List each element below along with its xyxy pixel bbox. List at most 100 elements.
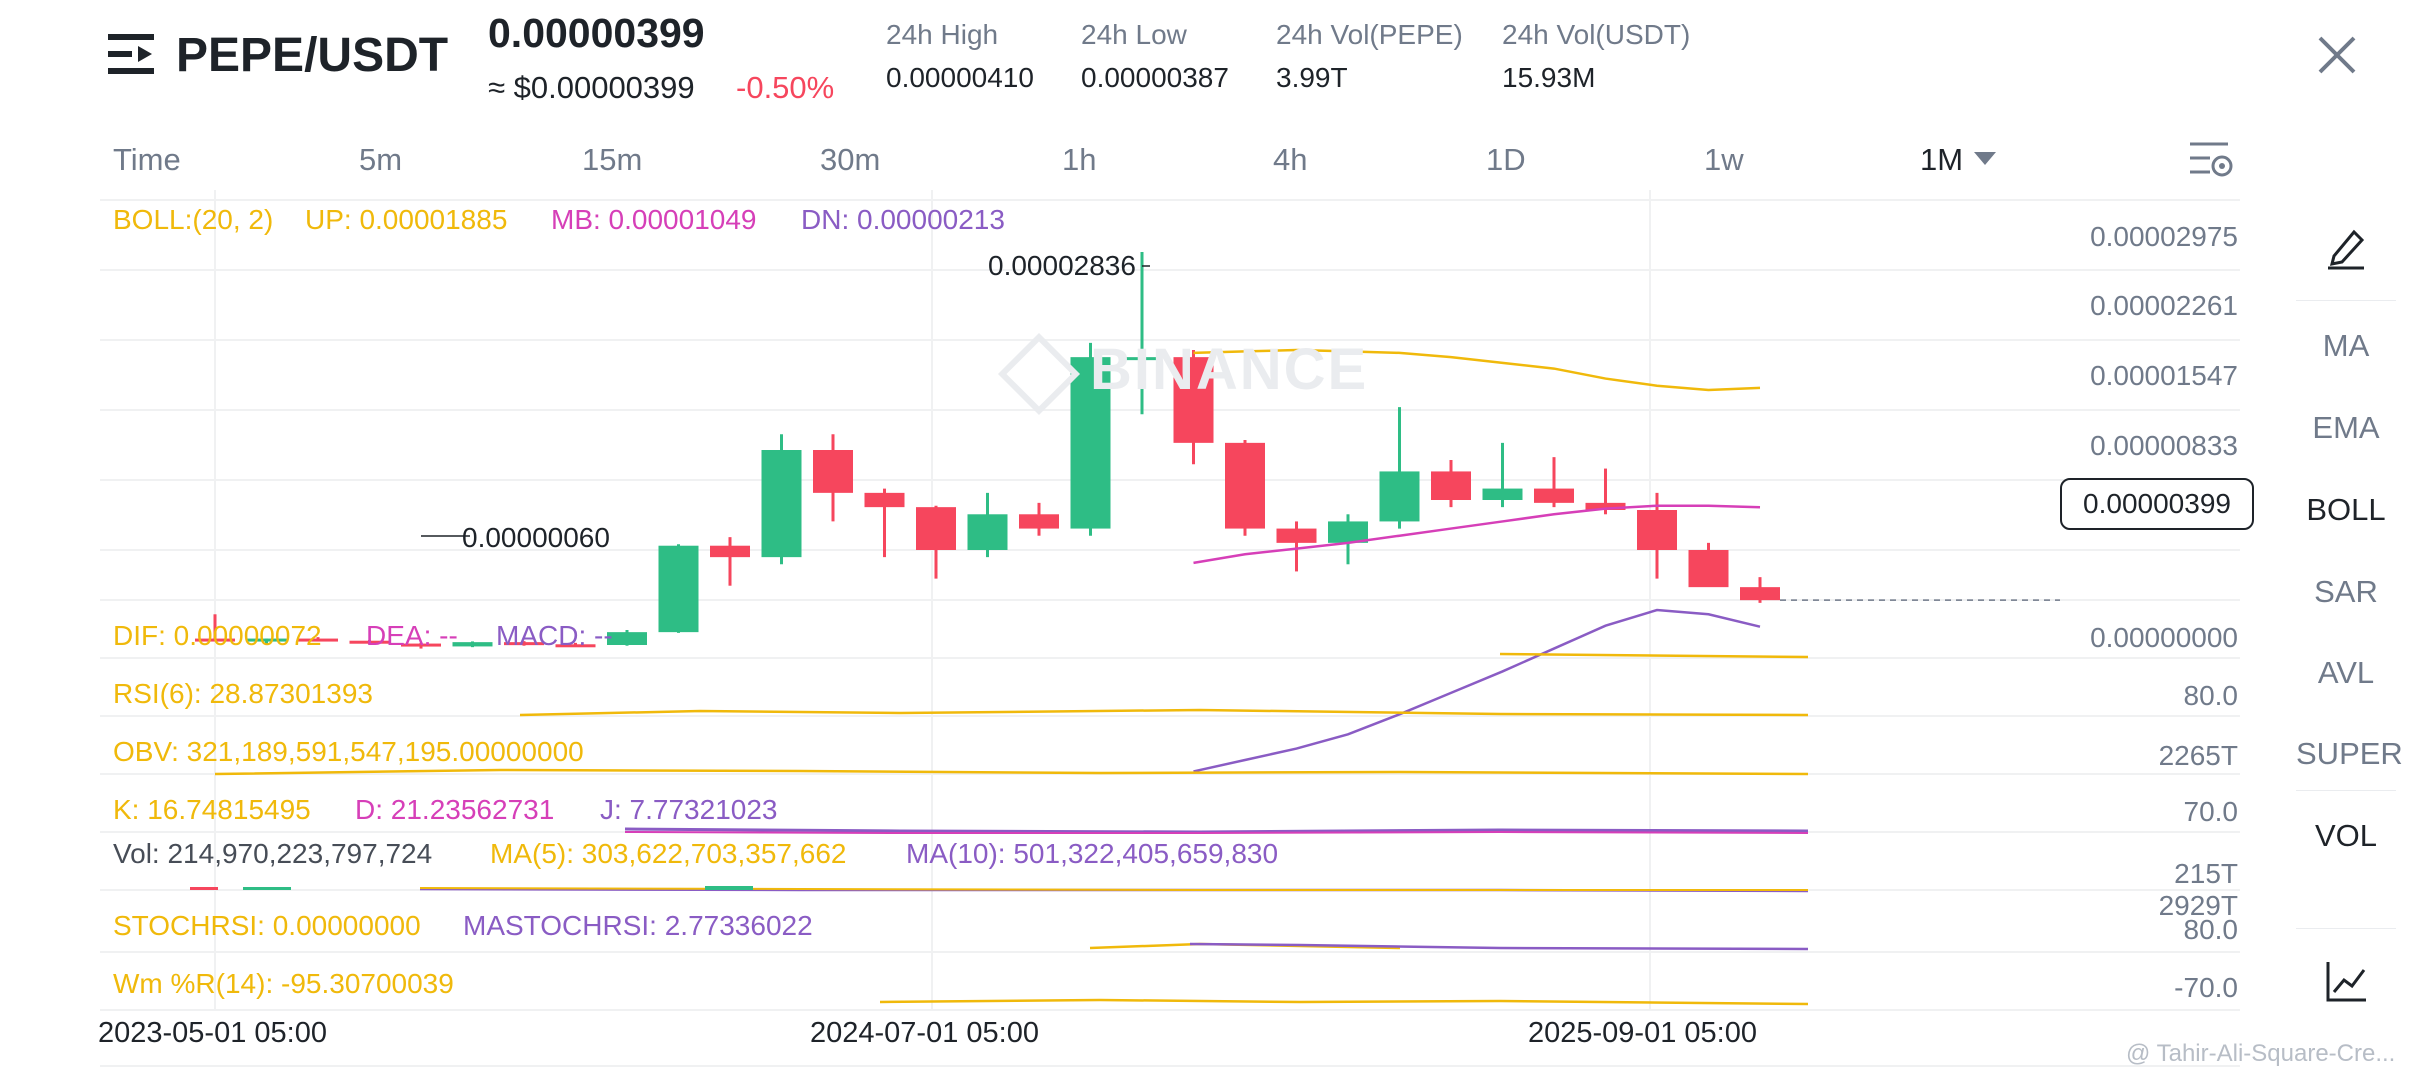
- price-axis-label: 0.00001547: [2090, 360, 2238, 391]
- usd-price: ≈ $0.00000399: [488, 70, 695, 105]
- candle-body: [1585, 502, 1626, 510]
- candle-body: [555, 644, 596, 648]
- volume-bar: [190, 887, 218, 890]
- side-boll[interactable]: BOLL: [2306, 492, 2386, 527]
- rsi-line: [519, 708, 1809, 717]
- candle-body: [1173, 357, 1214, 443]
- candle-body: [864, 492, 905, 508]
- candle-body: [1122, 357, 1162, 361]
- candle-body: [710, 545, 750, 558]
- draw-pen-icon[interactable]: [2326, 226, 2366, 270]
- close-icon[interactable]: [2314, 32, 2360, 78]
- boll-dn-line: [1193, 608, 1761, 773]
- side-divider: [2296, 300, 2396, 301]
- vol-axis-label: 215T: [2174, 858, 2238, 889]
- interval-time[interactable]: Time: [113, 142, 181, 177]
- menu-icon[interactable]: [108, 34, 154, 74]
- date-label: 2025-09-01 05:00: [1528, 1017, 1757, 1049]
- last-price: 0.00000399: [488, 10, 705, 56]
- candle-body: [813, 450, 853, 493]
- candle-body: [349, 640, 390, 644]
- price-chart[interactable]: [0, 190, 2260, 1080]
- interval-1w[interactable]: 1w: [1704, 142, 1744, 177]
- kdj-axis-label: 70.0: [2183, 796, 2239, 827]
- price-change: -0.50%: [736, 70, 835, 105]
- volume-bar: [243, 887, 291, 890]
- side-divider: [2296, 928, 2396, 929]
- stat-label-high: 24h High: [886, 19, 999, 50]
- side-avl[interactable]: AVL: [2317, 655, 2375, 690]
- mastochrsi-line: [1189, 942, 1809, 951]
- interval-30m[interactable]: 30m: [820, 142, 881, 177]
- chart-settings-icon[interactable]: [2188, 140, 2234, 180]
- interval-1d[interactable]: 1D: [1486, 142, 1526, 177]
- rsi-axis-label: 80.0: [2183, 680, 2239, 711]
- kdj-k: K: 16.74815495: [113, 794, 311, 825]
- stat-value-low: 0.00000387: [1081, 62, 1229, 93]
- candle-body: [401, 643, 441, 647]
- low-marker: 0.00000060: [462, 522, 610, 553]
- stat-label-vol-quote: 24h Vol(USDT): [1502, 19, 1691, 50]
- candle-body: [967, 514, 1008, 550]
- chevron-down-icon[interactable]: [1974, 152, 1996, 166]
- credit-text: @ Tahir-Ali-Square-Cre...: [2126, 1040, 2396, 1067]
- volume-bar: [705, 886, 753, 890]
- boll-up-line: [1193, 348, 1761, 392]
- date-label: 2023-05-01 05:00: [98, 1017, 327, 1049]
- stat-value-vol-quote: 15.93M: [1502, 62, 1596, 93]
- stat-value-vol-base: 3.99T: [1276, 62, 1348, 93]
- candle-body: [1276, 528, 1317, 543]
- boll-name: BOLL:(20, 2): [113, 204, 274, 235]
- high-marker: 0.00002836: [988, 250, 1136, 281]
- candle-body: [1070, 357, 1111, 529]
- vol-value: Vol: 214,970,223,797,724: [113, 838, 433, 869]
- candle-body: [1431, 471, 1471, 500]
- boll-mb: MB: 0.00001049: [551, 204, 757, 235]
- stochrsi-axis-label: 80.0: [2183, 914, 2239, 945]
- side-sar[interactable]: SAR: [2314, 574, 2378, 609]
- interval-15m[interactable]: 15m: [582, 142, 643, 177]
- candle-body: [607, 632, 647, 645]
- price-axis-label: 0.00002975: [2090, 221, 2238, 252]
- rsi-value: RSI(6): 28.87301393: [113, 678, 373, 709]
- candle-body: [1740, 587, 1780, 601]
- interval-5m[interactable]: 5m: [359, 142, 403, 177]
- trading-pair[interactable]: PEPE/USDT: [176, 29, 449, 82]
- interval-1m[interactable]: 1M: [1920, 142, 1964, 177]
- stat-value-high: 0.00000410: [886, 62, 1034, 93]
- boll-mb-line: [1193, 504, 1761, 565]
- binance-logo-icon: [997, 332, 1081, 415]
- kdj-j: J: 7.77321023: [600, 794, 778, 825]
- interval-1h[interactable]: 1h: [1062, 142, 1097, 177]
- side-vol[interactable]: VOL: [2314, 818, 2378, 853]
- obv-axis-label: 2265T: [2158, 740, 2238, 771]
- price-axis-label: 0.00000833: [2090, 430, 2238, 461]
- candle-body: [298, 638, 338, 642]
- side-ma[interactable]: MA: [2322, 328, 2370, 363]
- interval-4h[interactable]: 4h: [1273, 142, 1308, 177]
- candle-body: [658, 545, 699, 633]
- stochrsi-value: STOCHRSI: 0.00000000: [113, 910, 421, 941]
- candle-body: [246, 638, 287, 642]
- stat-label-vol-base: 24h Vol(PEPE): [1276, 19, 1463, 50]
- obv-value: OBV: 321,189,591,547,195.00000000: [113, 736, 584, 767]
- boll-up: UP: 0.00001885: [305, 204, 508, 235]
- candle-body: [195, 638, 235, 642]
- macd-dea: DEA: --: [366, 620, 458, 651]
- boll-dn: DN: 0.00000213: [801, 204, 1005, 235]
- wr-line: [879, 998, 1809, 1006]
- candle-body: [1534, 488, 1574, 503]
- side-super[interactable]: SUPER: [2296, 736, 2403, 771]
- vol-ma5: MA(5): 303,622,703,357,662: [490, 838, 847, 869]
- candle-body: [452, 642, 493, 647]
- macd-axis-label: 0.00000000: [2090, 622, 2238, 653]
- macd-value: MACD: --: [496, 620, 613, 651]
- indicator-chart-icon[interactable]: [2326, 960, 2368, 1002]
- candle-body: [1328, 521, 1368, 543]
- kdj-d-line: [624, 830, 1809, 834]
- side-ema[interactable]: EMA: [2312, 410, 2380, 445]
- candle-body: [504, 642, 544, 646]
- binance-watermark: BINANCE: [997, 332, 1368, 415]
- candle-body: [1019, 514, 1059, 529]
- side-divider: [2296, 790, 2396, 791]
